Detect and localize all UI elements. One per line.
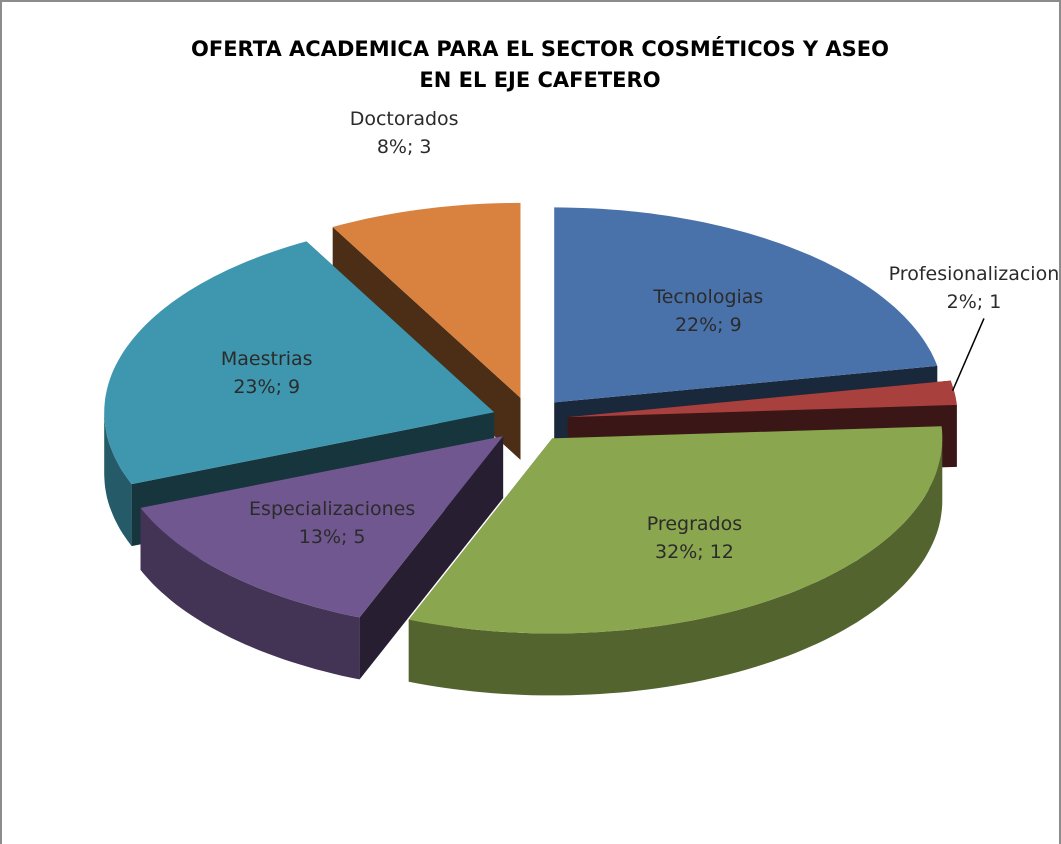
value-label: 8%; 3 — [377, 136, 432, 158]
leader-line — [951, 318, 985, 392]
value-label: 2%; 1 — [947, 291, 1002, 313]
slice-label: Doctorados — [350, 108, 459, 130]
slice-side — [140, 507, 360, 680]
value-label: 13%; 5 — [299, 526, 366, 548]
value-label: 23%; 9 — [233, 376, 300, 398]
chart-title: EN EL EJE CAFETERO — [419, 68, 660, 92]
value-label: 22%; 9 — [675, 314, 742, 336]
slice — [567, 380, 957, 418]
slice-label: Especializaciones — [249, 498, 415, 520]
slice — [554, 207, 938, 403]
slice-side — [104, 412, 132, 547]
slice-label: Tecnologias — [652, 286, 763, 308]
slice-side — [408, 438, 943, 696]
slice — [408, 426, 943, 634]
value-label: 32%; 12 — [655, 541, 734, 563]
chart-title: OFERTA ACADEMICA PARA EL SECTOR COSMÉTIC… — [191, 36, 889, 61]
slice-label: Pregrados — [647, 513, 742, 535]
slice-label: Maestrias — [221, 348, 313, 370]
slice — [104, 241, 495, 485]
slice-label: Profesionalizacion — [889, 263, 1060, 285]
slice — [332, 202, 521, 398]
slice — [140, 436, 504, 618]
